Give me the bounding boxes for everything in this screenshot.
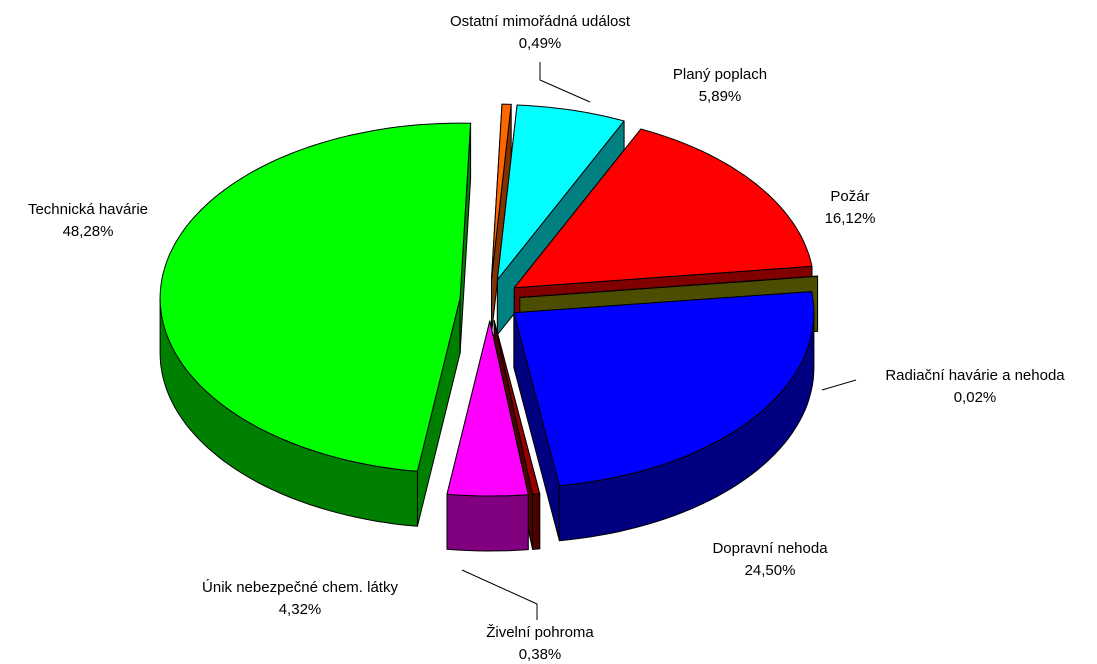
slice <box>513 291 815 487</box>
slice-label: Živelní pohroma <box>486 624 594 641</box>
slice <box>491 103 512 280</box>
slice <box>159 122 472 472</box>
slice-label: Ostatní mimořádná událost <box>450 13 631 30</box>
slice <box>513 128 813 289</box>
slice-label: Technická havárie <box>28 201 148 218</box>
slice <box>446 320 529 552</box>
slice <box>491 103 512 335</box>
slice-label: Únik nebezpečné chem. látky <box>202 579 398 596</box>
slice-label: Dopravní nehoda <box>712 540 828 557</box>
leader-line <box>821 379 857 391</box>
slice-label: Požár <box>830 188 869 205</box>
slice-wall <box>446 493 529 552</box>
slice <box>496 104 625 281</box>
slice-label: Radiační havárie a nehoda <box>885 367 1065 384</box>
slice <box>159 122 472 527</box>
slice-value-label: 4,32% <box>279 601 322 618</box>
leader-line <box>539 62 591 103</box>
slice-value-label: 5,89% <box>699 88 742 105</box>
slice-wall <box>532 493 541 550</box>
slice-value-label: 0,02% <box>954 389 997 406</box>
slice-value-label: 48,28% <box>63 223 114 240</box>
slice <box>519 275 819 298</box>
leader-line <box>461 569 538 620</box>
slice-label: Planý poplach <box>673 66 767 83</box>
slice <box>446 320 529 497</box>
slice-value-label: 24,50% <box>745 562 796 579</box>
slice <box>513 291 815 542</box>
slice <box>493 320 541 495</box>
slice-value-label: 16,12% <box>825 210 876 227</box>
slice-value-label: 0,38% <box>519 646 562 663</box>
slice-value-label: 0,49% <box>519 35 562 52</box>
